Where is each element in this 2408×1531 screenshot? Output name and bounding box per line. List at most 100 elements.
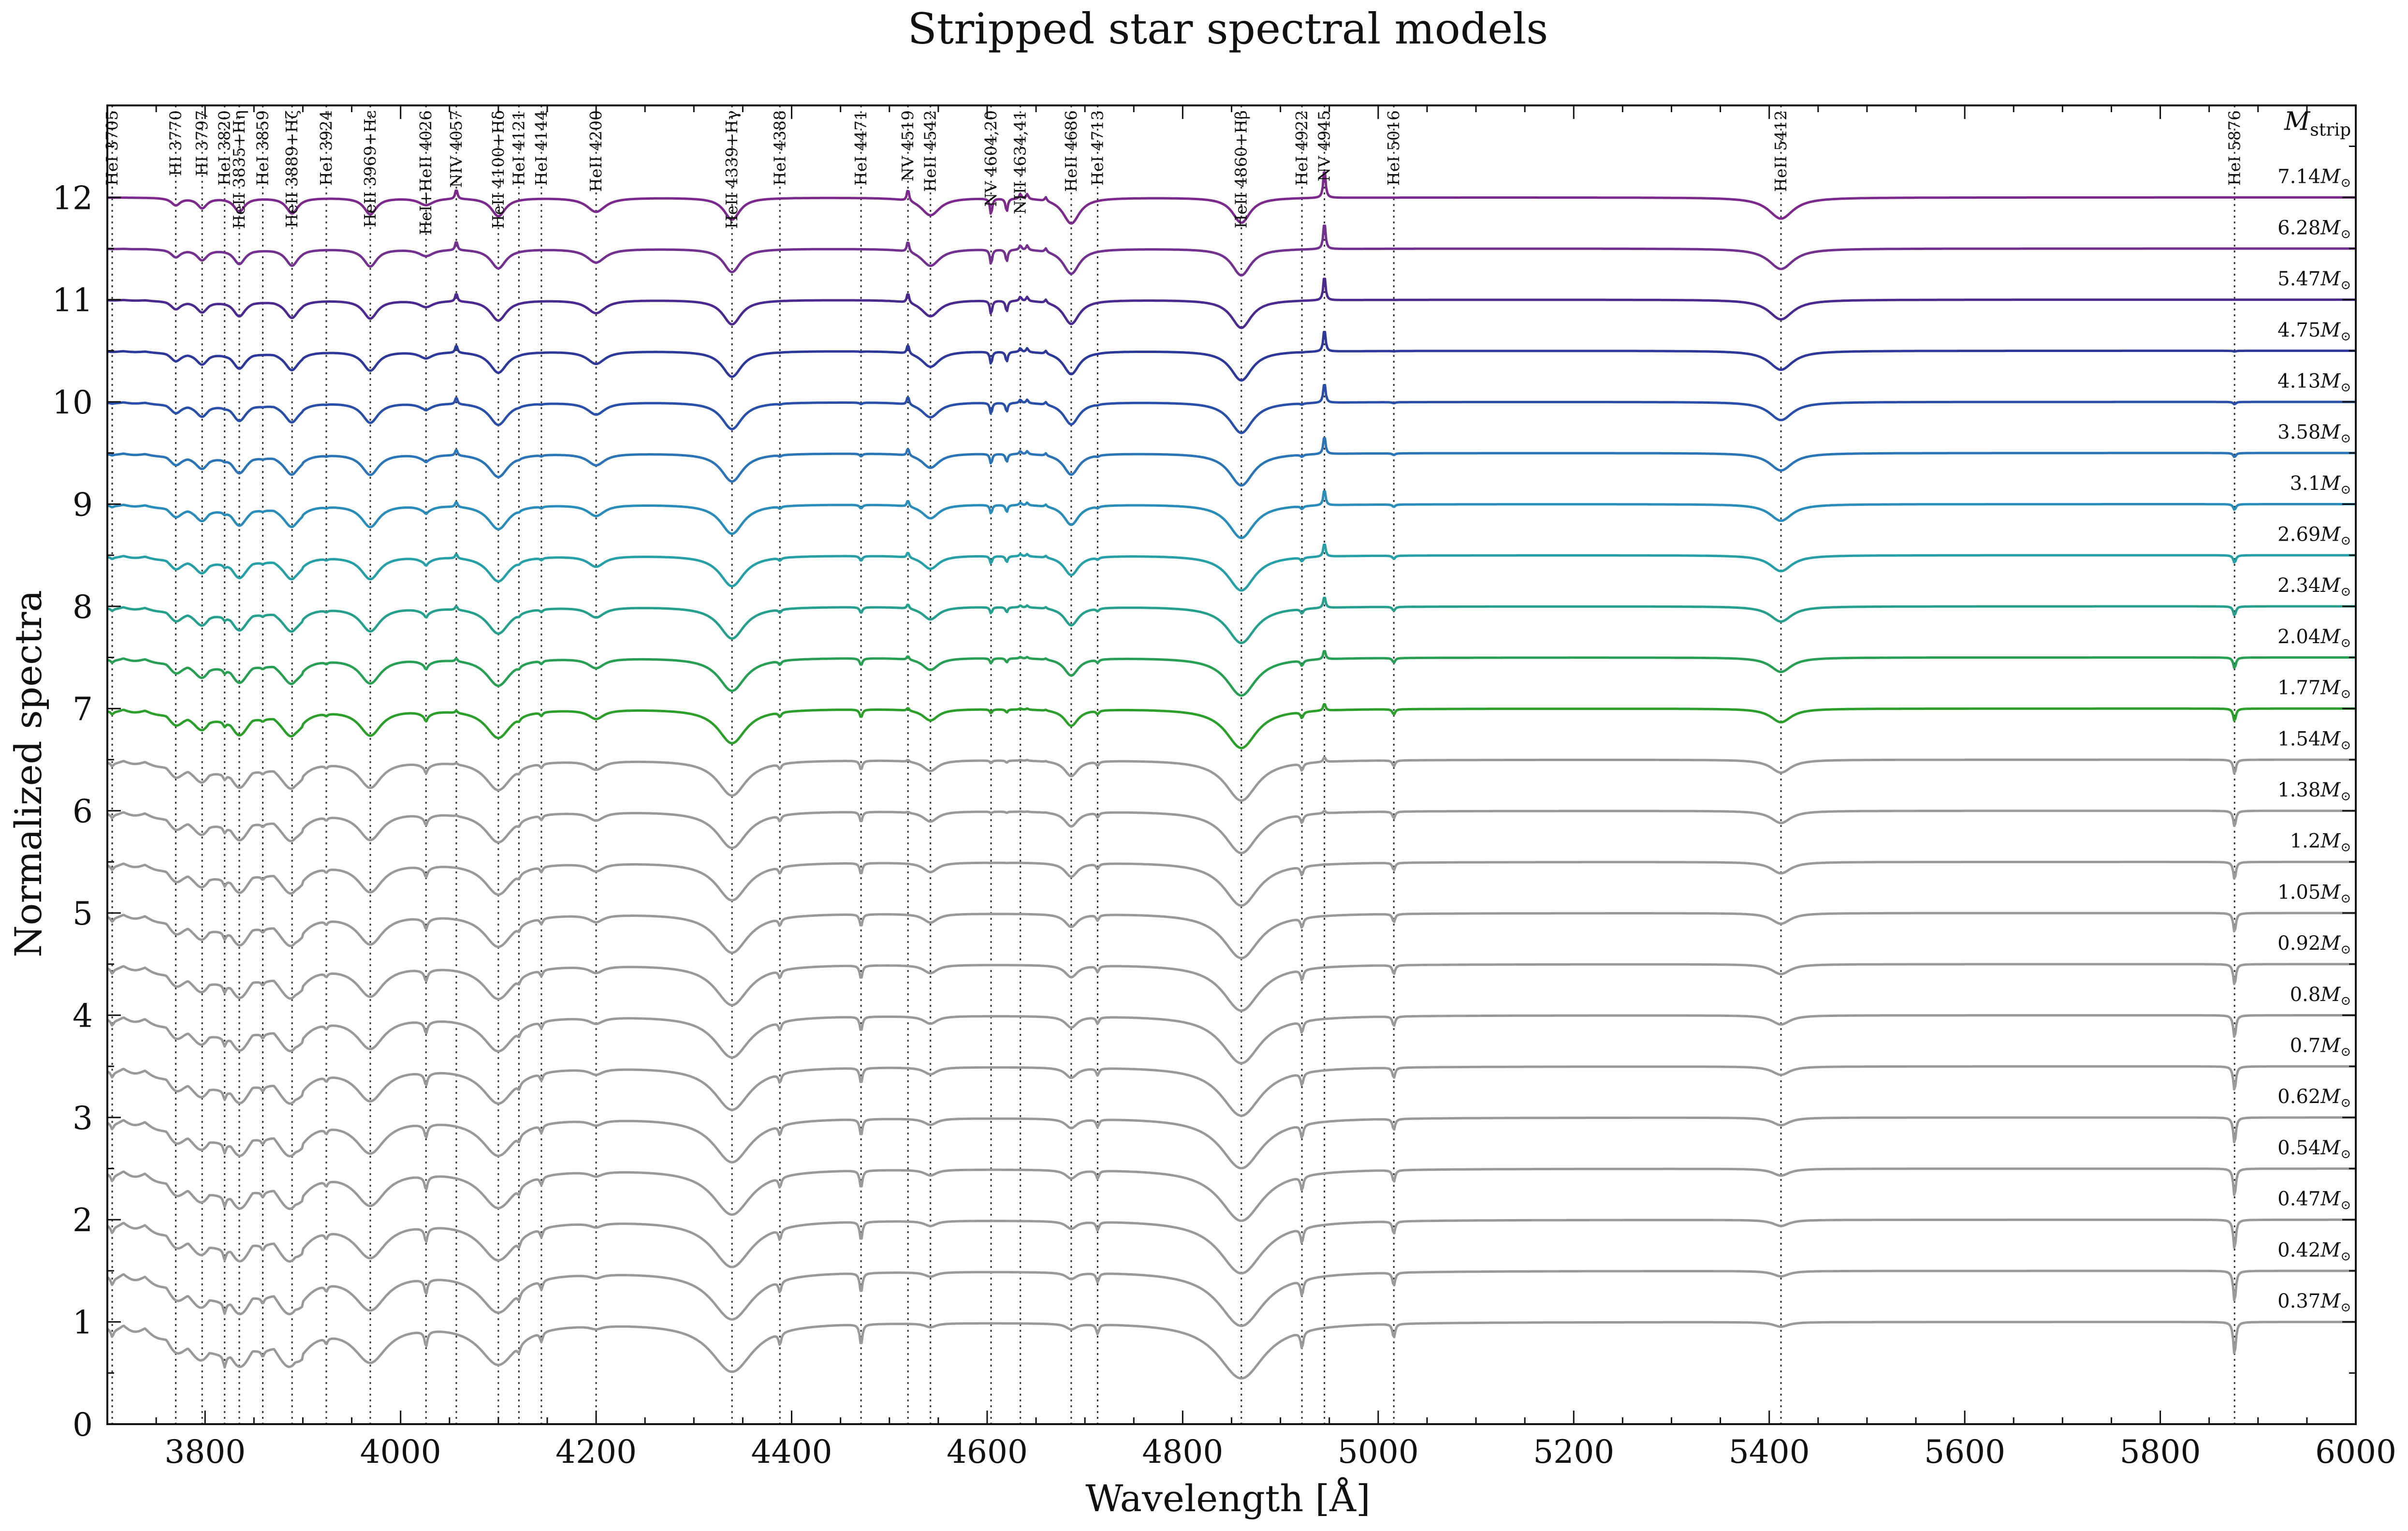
- line-id-label: HeII 4200: [586, 110, 605, 192]
- mass-label: 0.54M⊙: [2277, 1137, 2351, 1162]
- spectrum-line: [107, 171, 2355, 225]
- mass-unit: M: [2320, 524, 2341, 546]
- mass-unit: M: [2320, 984, 2341, 1006]
- spectrum-line: [107, 1167, 2355, 1222]
- line-id-label: HeI 5876: [2225, 110, 2244, 186]
- mass-unit-sub: ⊙: [2340, 636, 2351, 650]
- line-id-label: NV 4519: [898, 110, 917, 181]
- mass-value: 0.92: [2277, 932, 2320, 955]
- spectrum-line: [107, 963, 2355, 1012]
- mass-value: 1.77: [2277, 677, 2320, 699]
- line-id-label: NV 4945: [1315, 110, 1334, 181]
- mass-unit: M: [2320, 1137, 2341, 1159]
- line-id-label: HeI 3924: [317, 110, 336, 186]
- mass-value: 1.2: [2290, 830, 2321, 853]
- spectrum-line: [107, 1014, 2355, 1065]
- mass-label: 0.47M⊙: [2277, 1188, 2351, 1213]
- mass-label: 6.28M⊙: [2277, 217, 2351, 241]
- line-id-label: HI 3797: [192, 110, 211, 176]
- spectrum-line: [107, 331, 2355, 382]
- x-tick-label: 5000: [1338, 1433, 1419, 1471]
- mass-unit: M: [2320, 166, 2341, 188]
- spectrum-line: [107, 810, 2355, 854]
- line-id-label: HeII 3969+Hε: [361, 110, 379, 227]
- mass-label: 7.14M⊙: [2277, 166, 2351, 191]
- spectra-series: [107, 171, 2355, 1380]
- mass-unit: M: [2320, 728, 2341, 750]
- mass-unit-sub: ⊙: [2340, 1147, 2351, 1162]
- mass-value: 0.42: [2277, 1239, 2320, 1261]
- spectrum-line: [107, 278, 2355, 329]
- mass-label: 4.75M⊙: [2277, 319, 2351, 344]
- line-id-label: HeII 4100+Hδ: [489, 110, 508, 229]
- mass-unit: M: [2320, 421, 2341, 443]
- mass-unit-sub: ⊙: [2340, 431, 2351, 446]
- mass-value: 2.69: [2277, 524, 2320, 546]
- mass-unit-sub: ⊙: [2340, 1198, 2351, 1213]
- line-id-label: HeI+HeII 4026: [416, 110, 435, 235]
- mass-value: 4.75: [2277, 319, 2320, 341]
- legend-title: Mstrip: [2284, 107, 2351, 140]
- mass-label: 1.05M⊙: [2277, 881, 2351, 906]
- x-tick-label: 4400: [751, 1433, 832, 1471]
- mass-unit: M: [2320, 574, 2341, 597]
- mass-unit-sub: ⊙: [2340, 1300, 2351, 1315]
- mass-unit-sub: ⊙: [2340, 1096, 2351, 1110]
- mass-value: 4.13: [2277, 370, 2320, 392]
- line-id-label: NV 4604,20: [981, 110, 1000, 207]
- x-axis-label: Wavelength [Å]: [1085, 1476, 1370, 1520]
- mass-unit: M: [2320, 932, 2341, 955]
- spectrum-line: [107, 650, 2355, 697]
- y-tick-label: 5: [73, 895, 93, 932]
- y-tick-label: 7: [73, 691, 93, 728]
- spectrum-line: [107, 544, 2355, 592]
- mass-unit-sub: ⊙: [2340, 380, 2351, 395]
- mass-unit: M: [2320, 1086, 2341, 1108]
- mass-label: 2.34M⊙: [2277, 574, 2351, 599]
- spectrum-line: [107, 1116, 2355, 1170]
- mass-label: 5.47M⊙: [2277, 268, 2351, 293]
- mass-label: 2.69M⊙: [2277, 524, 2351, 548]
- mass-value: 2.34: [2277, 574, 2320, 597]
- mass-unit-sub: ⊙: [2340, 176, 2351, 191]
- mass-unit: M: [2320, 319, 2341, 341]
- mass-unit-sub: ⊙: [2340, 942, 2351, 957]
- mass-unit: M: [2320, 472, 2341, 495]
- mass-unit: M: [2320, 217, 2341, 239]
- line-id-label: HeI 4121: [509, 110, 528, 186]
- mass-value: 3.58: [2277, 421, 2320, 443]
- spectrum-line: [107, 1065, 2355, 1117]
- mass-unit: M: [2320, 626, 2341, 648]
- mass-unit-sub: ⊙: [2340, 1249, 2351, 1264]
- y-tick-label: 11: [52, 282, 93, 319]
- mass-label: 0.42M⊙: [2277, 1239, 2351, 1264]
- mass-label: 2.04M⊙: [2277, 626, 2351, 650]
- line-id-label: HI 3770: [166, 110, 185, 176]
- line-id-label: HeII 4860+Hβ: [1232, 110, 1251, 228]
- x-tick-label: 3800: [164, 1433, 246, 1471]
- mass-unit: M: [2320, 677, 2341, 699]
- mass-value: 0.7: [2290, 1035, 2321, 1057]
- mass-value: 0.8: [2290, 984, 2321, 1006]
- mass-value: 1.05: [2277, 881, 2320, 903]
- mass-unit: M: [2320, 1035, 2341, 1057]
- x-tick-label: 5200: [1533, 1433, 1614, 1471]
- spectrum-line: [107, 860, 2355, 907]
- mass-unit: M: [2320, 1239, 2341, 1261]
- line-id-label: HeI 3820: [215, 110, 234, 186]
- spectrum-line: [107, 1218, 2355, 1275]
- mass-unit: M: [2320, 779, 2341, 801]
- x-tick-label: 4800: [1142, 1433, 1223, 1471]
- line-id-label: NIII 4634,41: [1011, 110, 1030, 214]
- y-tick-label: 3: [73, 1100, 93, 1137]
- spectrum-line: [107, 490, 2355, 539]
- line-id-label: HeI 4471: [851, 110, 870, 186]
- spectrum-line: [107, 1321, 2355, 1380]
- mass-label: 0.62M⊙: [2277, 1086, 2351, 1110]
- spectrum-line: [107, 384, 2355, 434]
- mass-unit: M: [2320, 268, 2341, 290]
- mass-unit-sub: ⊙: [2340, 1045, 2351, 1060]
- y-tick-label: 9: [73, 486, 93, 523]
